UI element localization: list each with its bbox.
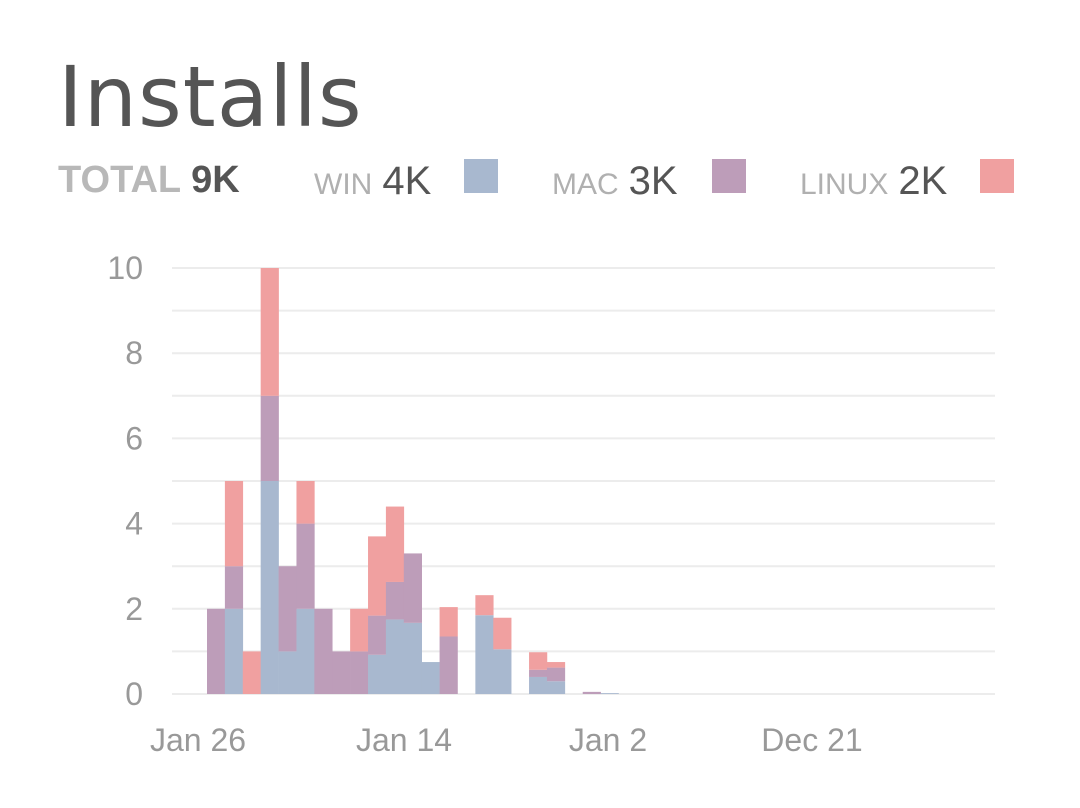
bar-win xyxy=(475,615,494,694)
y-tick-label: 6 xyxy=(125,420,143,456)
legend-label-linux: LINUX xyxy=(800,168,889,201)
y-tick-label: 4 xyxy=(125,506,143,542)
legend-swatch-win xyxy=(464,159,498,193)
bar-linux xyxy=(546,662,566,668)
x-tick-label: Jan 26 xyxy=(150,722,246,758)
legend-label-win: WIN xyxy=(314,168,373,201)
bar-mac xyxy=(207,608,226,694)
bar-linux xyxy=(242,651,261,694)
bar-mac xyxy=(350,651,369,694)
bar-win xyxy=(493,649,512,694)
legend-total: TOTAL 9K xyxy=(58,159,240,202)
x-tick-label: Jan 2 xyxy=(569,722,647,758)
bar-mac xyxy=(260,395,279,481)
legend-item-linux: LINUX 2K xyxy=(800,159,947,204)
bar-mac xyxy=(403,553,422,623)
bar-linux xyxy=(350,608,369,652)
bar-mac xyxy=(332,651,351,694)
bar-linux xyxy=(475,595,494,616)
bar-mac xyxy=(224,566,244,609)
legend-item-mac: MAC 3K xyxy=(552,159,678,204)
bar-win xyxy=(529,676,548,694)
bar-linux xyxy=(368,536,387,616)
chart-title: Installs xyxy=(58,48,363,146)
bar-mac xyxy=(278,566,297,652)
bar-mac xyxy=(529,669,548,677)
bar-win xyxy=(296,608,315,694)
y-tick-label: 8 xyxy=(125,335,143,371)
bar-win xyxy=(385,619,405,694)
bar-linux xyxy=(296,481,315,524)
bar-win xyxy=(278,651,297,694)
bar-mac xyxy=(439,636,458,694)
total-label: TOTAL xyxy=(58,159,182,201)
bar-mac xyxy=(385,581,405,620)
bar-mac xyxy=(546,667,566,682)
y-tick-label: 10 xyxy=(107,250,143,286)
bar-mac xyxy=(582,691,601,694)
legend-value-win: 4K xyxy=(382,159,432,203)
bar-win xyxy=(421,662,440,694)
y-tick-label: 0 xyxy=(125,676,143,712)
x-tick-label: Jan 14 xyxy=(356,722,452,758)
total-value: 9K xyxy=(191,159,240,201)
bar-win xyxy=(260,481,279,694)
bar-win xyxy=(600,693,619,694)
bar-win xyxy=(224,608,244,694)
bar-linux xyxy=(385,506,405,582)
bar-win xyxy=(546,681,566,694)
bar-mac xyxy=(314,608,333,694)
legend-value-linux: 2K xyxy=(898,159,948,203)
y-tick-label: 2 xyxy=(125,591,143,627)
bar-mac xyxy=(368,615,387,655)
legend-value-mac: 3K xyxy=(628,159,678,203)
legend-item-win: WIN 4K xyxy=(314,159,431,204)
bar-win xyxy=(403,622,422,694)
bar-linux xyxy=(260,268,279,396)
legend-swatch-linux xyxy=(980,159,1014,193)
legend-label-mac: MAC xyxy=(552,168,619,201)
bar-win xyxy=(368,654,387,694)
legend: TOTAL 9K WIN 4K MAC 3K LINUX 2K xyxy=(58,155,1038,205)
x-tick-label: Dec 21 xyxy=(761,722,862,758)
bar-linux xyxy=(224,481,244,567)
legend-swatch-mac xyxy=(712,159,746,193)
bar-linux xyxy=(439,607,458,637)
bar-linux xyxy=(529,652,548,670)
bar-mac xyxy=(296,523,315,609)
bar-linux xyxy=(493,617,512,650)
